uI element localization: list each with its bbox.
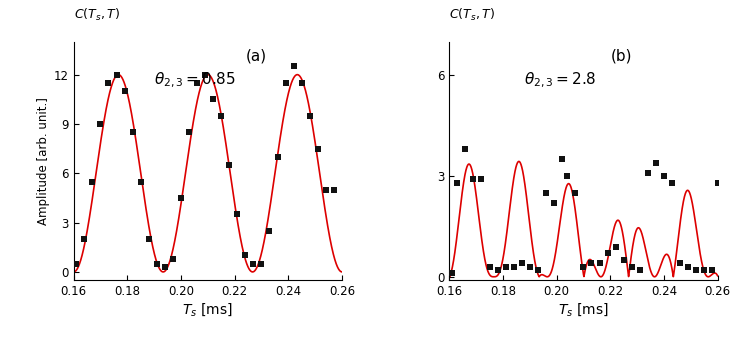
Point [304, 113, 316, 119]
Point [135, 179, 146, 184]
Point [674, 261, 686, 266]
Point [183, 129, 195, 135]
Point [524, 264, 536, 269]
Point [451, 180, 463, 185]
Point [594, 261, 606, 266]
Point [87, 179, 99, 184]
Point [698, 267, 710, 273]
Text: $\theta_{2,3} = 2.8$: $\theta_{2,3} = 2.8$ [525, 70, 597, 90]
Text: $C(T_s,T)$: $C(T_s,T)$ [449, 7, 495, 23]
Text: $C(T_s,T)$: $C(T_s,T)$ [74, 7, 120, 23]
Point [167, 256, 179, 262]
X-axis label: $T_s\ \mathrm{[ms]}$: $T_s\ \mathrm{[ms]}$ [183, 301, 233, 318]
Point [562, 173, 573, 179]
Point [159, 264, 171, 270]
Point [71, 261, 82, 267]
Point [143, 236, 155, 242]
Point [102, 80, 114, 86]
Point [634, 267, 645, 273]
Point [239, 253, 251, 258]
Point [231, 212, 243, 217]
Point [578, 264, 590, 269]
Point [712, 180, 723, 185]
Point [532, 267, 544, 273]
Point [548, 200, 560, 206]
Point [216, 113, 227, 119]
Point [280, 80, 291, 86]
Point [208, 96, 219, 102]
Point [175, 195, 187, 201]
Point [255, 261, 267, 267]
Point [586, 261, 598, 266]
Point [459, 147, 471, 152]
Point [618, 257, 629, 263]
Point [191, 80, 203, 86]
Point [94, 121, 106, 127]
Point [110, 72, 122, 77]
Point [263, 228, 275, 234]
Point [223, 162, 235, 168]
Point [127, 129, 138, 135]
Point [296, 80, 308, 86]
Point [540, 190, 552, 196]
Text: $\theta_{2,3} = 0.85$: $\theta_{2,3} = 0.85$ [154, 70, 236, 90]
Point [570, 190, 581, 196]
Point [602, 251, 614, 256]
Point [272, 154, 283, 160]
Point [446, 271, 458, 276]
Text: (a): (a) [245, 49, 266, 64]
Point [328, 187, 340, 192]
Point [690, 267, 702, 273]
Text: (b): (b) [610, 49, 631, 64]
Point [658, 173, 670, 179]
Point [484, 264, 495, 269]
Point [650, 160, 662, 165]
Point [492, 267, 503, 273]
Point [707, 267, 718, 273]
Point [199, 72, 211, 77]
Point [556, 157, 568, 162]
Point [666, 180, 678, 185]
Point [626, 264, 637, 269]
Point [500, 264, 512, 269]
Point [642, 170, 654, 175]
Point [288, 64, 300, 69]
Point [682, 264, 694, 269]
Point [247, 261, 259, 267]
Point [467, 177, 479, 182]
Point [312, 146, 324, 151]
Point [475, 177, 487, 182]
X-axis label: $T_s\ \mathrm{[ms]}$: $T_s\ \mathrm{[ms]}$ [558, 301, 609, 318]
Point [516, 261, 528, 266]
Point [508, 264, 520, 269]
Point [320, 187, 332, 192]
Point [609, 244, 621, 250]
Point [151, 261, 163, 267]
Point [79, 236, 91, 242]
Y-axis label: Amplitude [arb. unit.]: Amplitude [arb. unit.] [37, 97, 49, 225]
Point [118, 88, 130, 94]
